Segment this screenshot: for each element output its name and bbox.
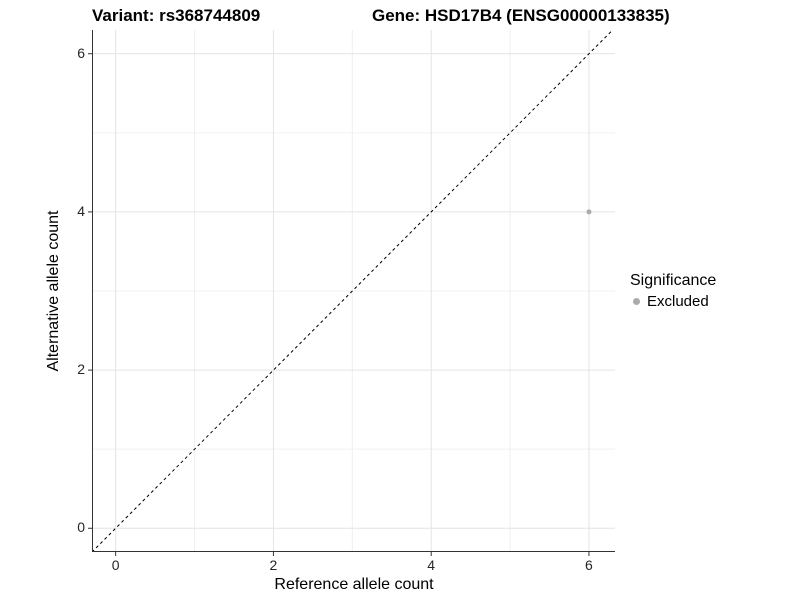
legend-entry-label: Excluded xyxy=(647,293,709,310)
legend-key-dot-icon xyxy=(633,298,640,305)
legend: Significance Excluded xyxy=(630,271,716,310)
legend-entry-excluded: Excluded xyxy=(630,293,716,310)
y-tick-label: 4 xyxy=(77,202,85,219)
data-point xyxy=(586,209,592,215)
y-tick-label: 2 xyxy=(77,361,85,378)
x-tick-label: 2 xyxy=(269,557,278,573)
x-tick-label: 0 xyxy=(111,557,120,573)
plot-title-variant: Variant: rs368744809 xyxy=(92,6,261,25)
x-tick-label: 6 xyxy=(585,557,593,573)
x-tick-label: 4 xyxy=(427,557,436,573)
x-axis-title: Reference allele count xyxy=(274,576,434,593)
plot-title-gene: Gene: HSD17B4 (ENSG00000133835) xyxy=(372,6,670,25)
y-tick-label: 0 xyxy=(77,519,85,536)
legend-title: Significance xyxy=(630,272,717,289)
identity-reference-line xyxy=(92,30,614,552)
y-axis-title: Alternative allele count xyxy=(45,210,62,372)
y-tick-label: 6 xyxy=(77,44,85,61)
